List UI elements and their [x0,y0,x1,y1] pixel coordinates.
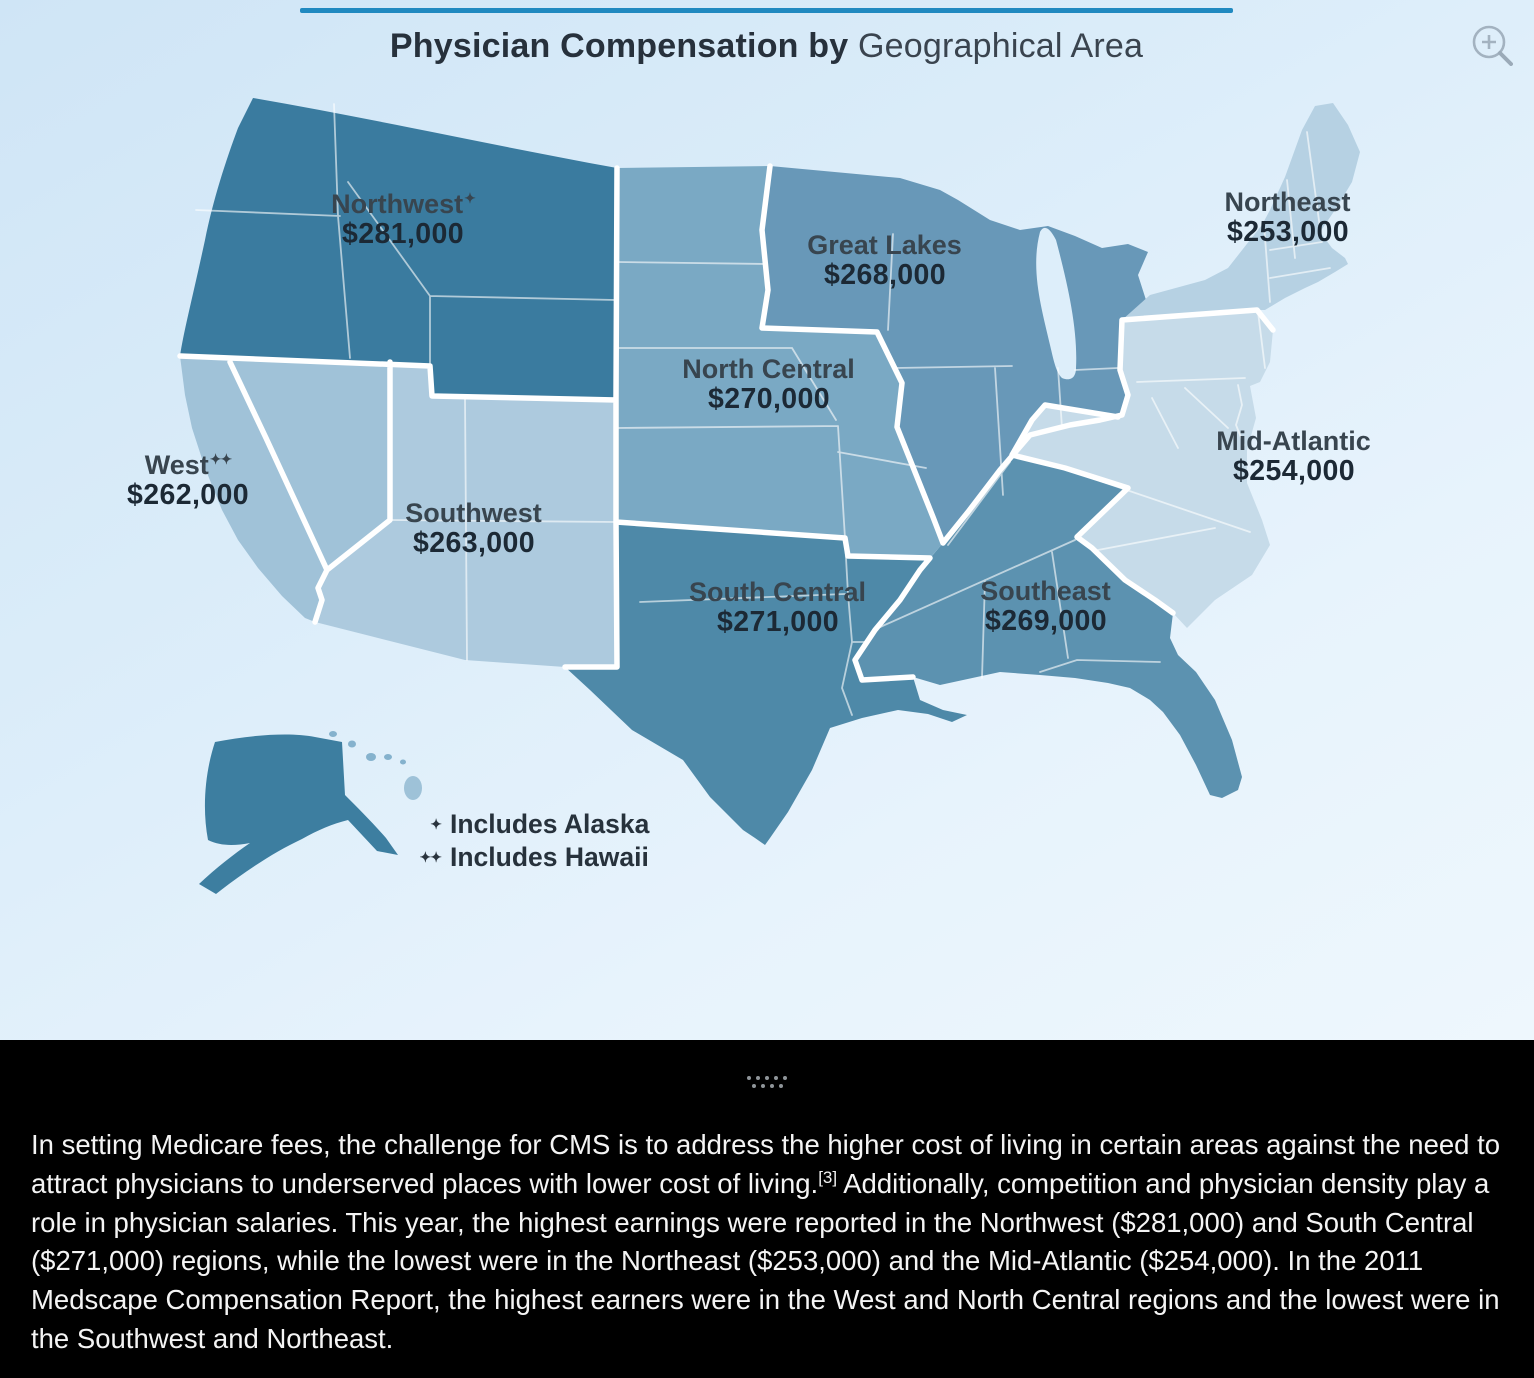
region-label-great-lakes: Great Lakes $268,000 [807,230,962,291]
region-value: $254,000 [1232,455,1356,487]
region-label-southeast: Southeast $269,000 [980,576,1111,637]
map-legend: ✦ Includes Alaska ✦✦ Includes Hawaii [398,808,650,874]
region-value: $270,000 [707,383,831,415]
slide-area: Physician Compensation by Geographical A… [0,0,1534,1040]
region-label-south-central: South Central $271,000 [688,577,867,638]
state-borders [195,103,1331,716]
reference-marker[interactable]: [3] [818,1167,838,1187]
caption-panel: In setting Medicare fees, the challenge … [0,1040,1534,1378]
region-north-central-shape [616,166,943,558]
us-map [177,98,1360,894]
page-title: Physician Compensation by Geographical A… [300,27,1233,66]
region-label-mid-atlantic: Mid-Atlantic $254,000 [1216,426,1371,487]
legend-text: Includes Hawaii [450,842,649,872]
region-label-southwest: Southwest $263,000 [405,498,542,559]
asterisk-marker-icon: ✦ [430,816,442,832]
zoom-in-icon[interactable] [1466,20,1520,74]
region-borders [177,163,1276,683]
region-label-north-central: North Central $270,000 [682,354,855,415]
slide-title-block: Physician Compensation by Geographical A… [300,0,1233,66]
region-value: $268,000 [823,259,947,291]
footnote-marker: ✦ [464,190,476,206]
drag-handle-dots-icon[interactable] [747,1076,787,1092]
page-title-secondary: Geographical Area [858,27,1144,65]
page-title-primary: Physician Compensation by [389,27,849,65]
region-label-west: West✦✦ $262,000 [126,450,250,511]
caption-sentence: In setting Medicare fees, the challenge … [31,1129,1501,1199]
region-value: $263,000 [412,527,536,559]
region-label-northeast: Northeast $253,000 [1224,187,1351,248]
region-mid-atlantic-shape [1012,310,1273,628]
region-value: $253,000 [1226,216,1350,248]
hawaii-islands [329,731,422,800]
region-value: $281,000 [341,218,465,250]
caption-text: In setting Medicare fees, the challenge … [31,1126,1507,1359]
caption-sentence: Additionally, competition and physician … [31,1167,1500,1354]
region-south-central-shape [565,523,967,845]
region-label-northwest: Northwest✦ $281,000 [331,189,476,250]
region-west-shape [180,356,390,622]
lake-michigan [1036,227,1077,380]
region-value: $262,000 [126,479,250,511]
region-southeast-shape [855,405,1242,798]
region-northwest-shape [180,98,617,400]
footnote-marker: ✦✦ [209,451,232,467]
alaska-shape [199,734,398,894]
legend-text: Includes Alaska [450,809,650,839]
asterisk-marker-icon: ✦✦ [419,849,442,865]
region-northeast-shape [1122,103,1360,320]
region-value: $271,000 [716,606,840,638]
region-value: $269,000 [984,605,1108,637]
legend-row-hawaii: ✦✦ Includes Hawaii [398,841,649,874]
title-accent-rule [300,8,1233,13]
legend-row-alaska: ✦ Includes Alaska [398,808,649,841]
